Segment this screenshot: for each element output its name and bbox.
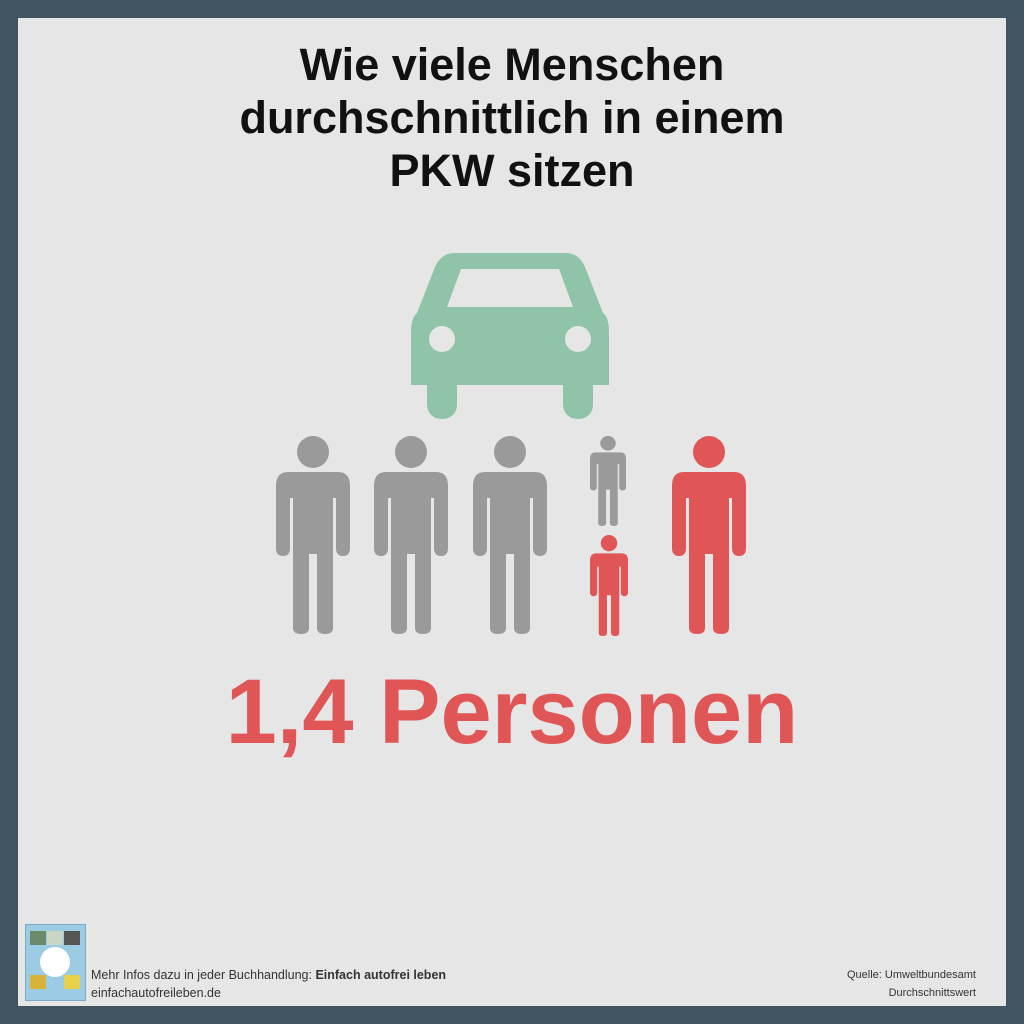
- person-icon: [473, 436, 547, 634]
- source-text: Quelle: Umweltbundesamt: [846, 969, 976, 981]
- child-icon: [590, 535, 628, 636]
- person-icon: [374, 436, 448, 634]
- child-icon: [590, 436, 626, 526]
- book-cover-image: [25, 924, 86, 1001]
- page-title: Wie viele Menschen durchschnittlich in e…: [239, 39, 785, 196]
- info-text: Mehr Infos dazu in jeder Buchhandlung:: [91, 968, 316, 982]
- footer-info: Mehr Infos dazu in jeder Buchhandlung: E…: [91, 966, 446, 1002]
- car-icon: [411, 253, 609, 419]
- book-title: Einfach autofrei leben: [315, 968, 447, 982]
- note-text: Durchschnittswert: [888, 987, 976, 999]
- average-value: 1,4 Personen: [225, 661, 799, 763]
- person-icon: [276, 436, 350, 634]
- footer-source: Quelle: Umweltbundesamt Durchschnittswer…: [847, 966, 976, 1002]
- person-icon: [672, 436, 746, 634]
- website-link[interactable]: einfachautofreileben.de: [91, 986, 221, 1000]
